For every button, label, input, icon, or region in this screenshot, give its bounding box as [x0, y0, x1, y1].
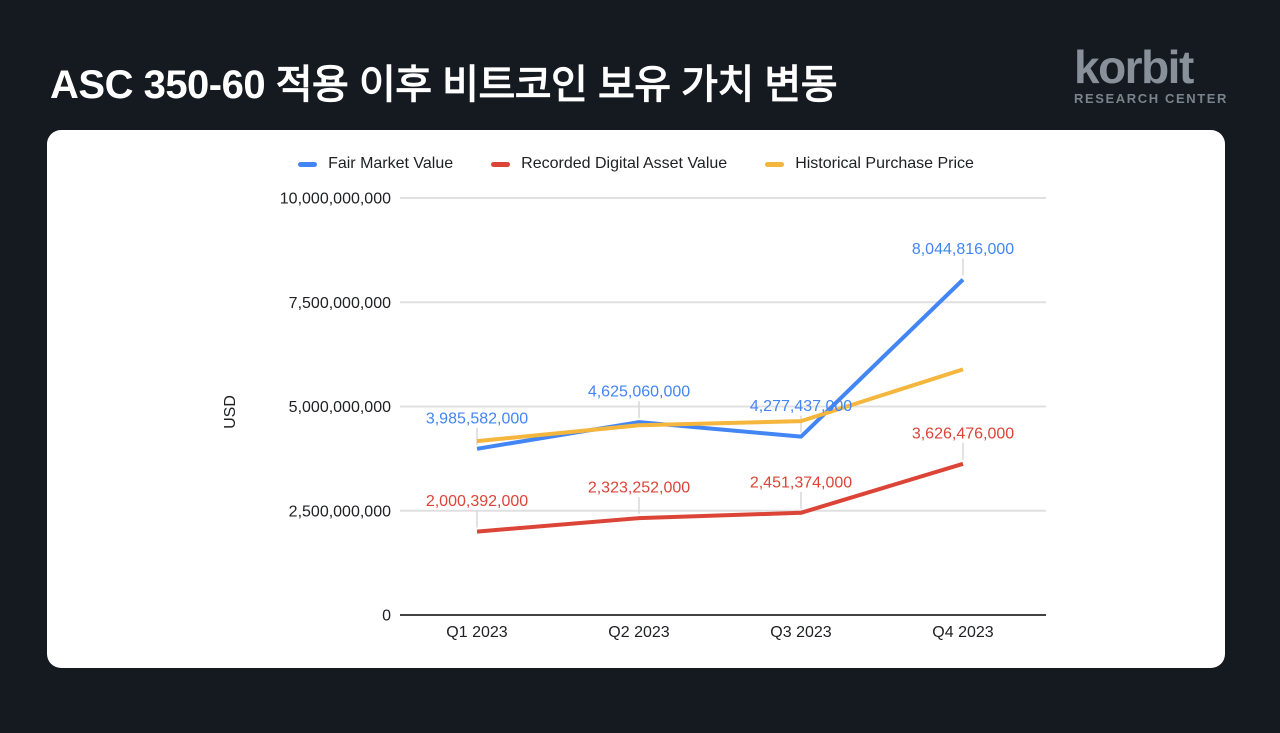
x-tick-label: Q3 2023 — [770, 624, 831, 641]
data-value-label: 3,626,476,000 — [912, 425, 1014, 442]
x-axis-labels: Q1 2023 Q2 2023 Q3 2023 Q4 2023 — [446, 624, 993, 641]
legend-item-3: Historical Purchase Price — [765, 155, 974, 173]
data-value-label: 2,323,252,000 — [588, 480, 690, 497]
line-chart: 0 2,500,000,000 5,000,000,000 7,500,000,000… — [222, 191, 1046, 641]
series-line-2 — [476, 461, 964, 534]
data-value-label: 4,277,437,000 — [750, 398, 852, 415]
data-value-label: 2,000,392,000 — [426, 493, 528, 510]
legend-item-label: Recorded Digital Asset Value — [521, 155, 728, 172]
legend-dash-icon — [298, 161, 318, 167]
y-axis-title: USD — [222, 395, 239, 429]
series-line-3 — [476, 367, 964, 444]
korbit-logo-brand: korbit — [1073, 41, 1194, 93]
gridlines — [400, 197, 1046, 616]
legend-item-1: Fair Market Value — [298, 155, 453, 173]
x-tick-label: Q1 2023 — [446, 624, 507, 641]
korbit-logo-subtitle: RESEARCH CENTER — [1073, 91, 1228, 106]
x-tick-label: Q2 2023 — [608, 624, 669, 641]
series-line-1 — [476, 278, 965, 451]
y-tick-label: 10,000,000,000 — [280, 191, 391, 208]
data-value-label: 2,451,374,000 — [750, 474, 852, 491]
y-tick-label: 0 — [382, 608, 391, 625]
legend-item-2: Recorded Digital Asset Value — [491, 155, 727, 173]
data-value-label: 3,985,582,000 — [426, 410, 528, 427]
legend-item-label: Fair Market Value — [328, 155, 454, 172]
data-value-label: 4,625,060,000 — [588, 384, 690, 401]
chart-legend: Fair Market Value Recorded Digital Asset … — [47, 155, 1225, 173]
chart-card: Fair Market Value Recorded Digital Asset … — [47, 130, 1225, 668]
series-lines — [476, 278, 965, 534]
data-labels: 3,985,582,000 4,625,060,000 4,277,437,000 8… — [426, 241, 1014, 510]
y-axis-tick-labels: 0 2,500,000,000 5,000,000,000 7,500,000,000… — [280, 191, 391, 625]
y-tick-label: 7,500,000,000 — [289, 295, 391, 312]
legend-dash-icon — [765, 161, 785, 167]
data-label-leader-lines — [476, 258, 964, 528]
y-tick-label: 5,000,000,000 — [289, 399, 391, 416]
legend-dash-icon — [491, 161, 511, 167]
legend-item-label: Historical Purchase Price — [795, 155, 974, 172]
x-tick-label: Q4 2023 — [932, 624, 993, 641]
data-value-label: 8,044,816,000 — [912, 241, 1014, 258]
korbit-logo: korbit RESEARCH CENTER — [1074, 44, 1228, 106]
page-title: ASC 350-60 적용 이후 비트코인 보유 가치 변동 — [50, 63, 838, 107]
y-tick-label: 2,500,000,000 — [289, 503, 391, 520]
